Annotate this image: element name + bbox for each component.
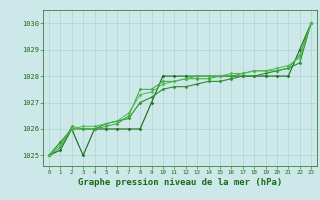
X-axis label: Graphe pression niveau de la mer (hPa): Graphe pression niveau de la mer (hPa) [78, 178, 282, 187]
